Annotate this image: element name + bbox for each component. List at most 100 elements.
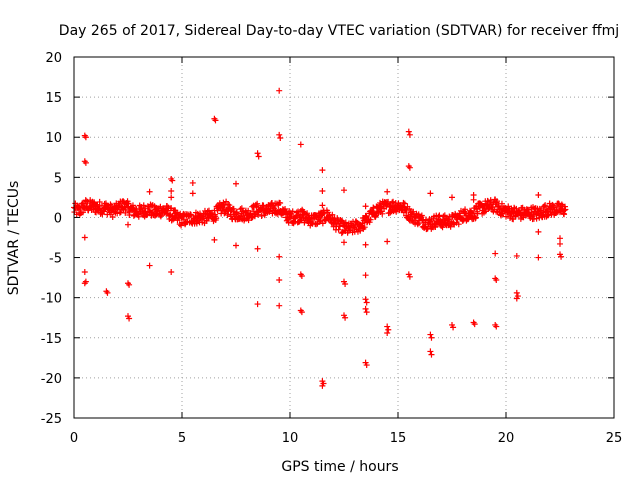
outlier-point [535,254,542,261]
outlier-point [362,272,369,279]
data-point [114,210,121,217]
data-point [439,224,446,231]
data-point [390,198,397,205]
outlier-point [557,240,563,247]
data-point [224,212,231,219]
y-tick-label: -15 [41,332,62,347]
data-point [296,211,302,218]
outlier-point [319,167,326,174]
y-tick-label: 15 [45,91,62,106]
x-tick-label: 5 [178,431,186,446]
x-tick-labels: 0 5 10 15 20 25 [70,431,622,446]
data-point [203,217,210,224]
data-point [157,203,164,210]
outlier-point [362,203,369,210]
outlier-point [384,188,391,195]
y-tick-label: 5 [54,171,62,186]
outlier-point [513,289,520,296]
data-point [472,214,479,221]
outlier-point [276,131,283,138]
outlier-point [168,194,175,201]
data-point [542,202,549,209]
data-point [140,202,147,209]
outlier-point [125,221,131,228]
outlier-point [384,329,391,336]
outlier-point [558,253,565,260]
y-axis-label: SDTVAR / TECUs [6,181,22,296]
data-point [455,221,462,228]
outlier-point [276,253,283,260]
data-point [188,212,194,219]
outlier-point [319,202,326,209]
y-tick-label: -20 [41,372,62,387]
outlier-point [319,187,326,194]
data-point [289,208,296,215]
data-point [562,206,569,213]
outlier-point [297,208,304,215]
data-point [498,200,505,207]
outlier-point [169,177,176,184]
y-tick-label: -5 [49,252,62,267]
outlier-point [298,309,305,316]
outlier-point [384,323,391,330]
data-point [447,223,454,230]
outlier-point [189,190,196,197]
data-point [116,209,123,216]
data-point [304,210,311,217]
outlier-point [406,273,413,280]
data-point [335,226,342,233]
data-point [499,210,506,217]
data-point [96,198,103,205]
outlier-point [535,191,542,198]
data-point [109,213,116,220]
outlier-point [492,250,499,257]
outlier-point [384,238,391,245]
outlier-point [405,128,412,135]
outlier-point [146,262,153,269]
data-point [541,203,548,210]
outlier-point [297,141,304,148]
plot-frame [73,56,615,419]
outlier-point [342,281,349,288]
data-points [71,87,569,389]
data-point [338,230,345,237]
y-tick-label: 20 [45,51,62,66]
data-point [316,218,323,225]
outlier-point [406,131,413,138]
outlier-point [363,309,370,316]
outlier-point [276,277,283,284]
y-tick-label: -10 [41,292,62,307]
data-point [406,205,413,212]
outlier-point [319,382,326,389]
data-point [277,199,284,206]
outlier-point [254,245,261,252]
outlier-point [168,268,175,275]
outlier-point [81,268,88,275]
outlier-point [513,252,520,259]
outlier-point [428,334,435,341]
data-point [80,209,86,216]
x-tick-label: 0 [70,431,78,446]
x-axis-label: GPS time / hours [281,459,398,475]
x-tick-label: 15 [390,431,407,446]
outlier-point [81,234,88,241]
outlier-point [427,190,434,197]
y-tick-labels: -25 -20 -15 -10 -5 0 5 10 15 20 [41,51,62,427]
data-point [485,198,491,205]
outlier-point [104,289,111,296]
outlier-point [535,228,542,235]
data-point [170,216,176,223]
data-point [233,209,240,216]
data-point [238,205,245,212]
outlier-point [126,281,133,288]
outlier-point [470,196,477,203]
outlier-point [427,348,434,355]
data-point [248,214,255,221]
outlier-point [493,277,500,284]
data-point [258,213,265,220]
outlier-point [493,323,500,330]
outlier-point [557,235,563,242]
data-point [125,200,132,207]
outlier-point [146,188,153,195]
